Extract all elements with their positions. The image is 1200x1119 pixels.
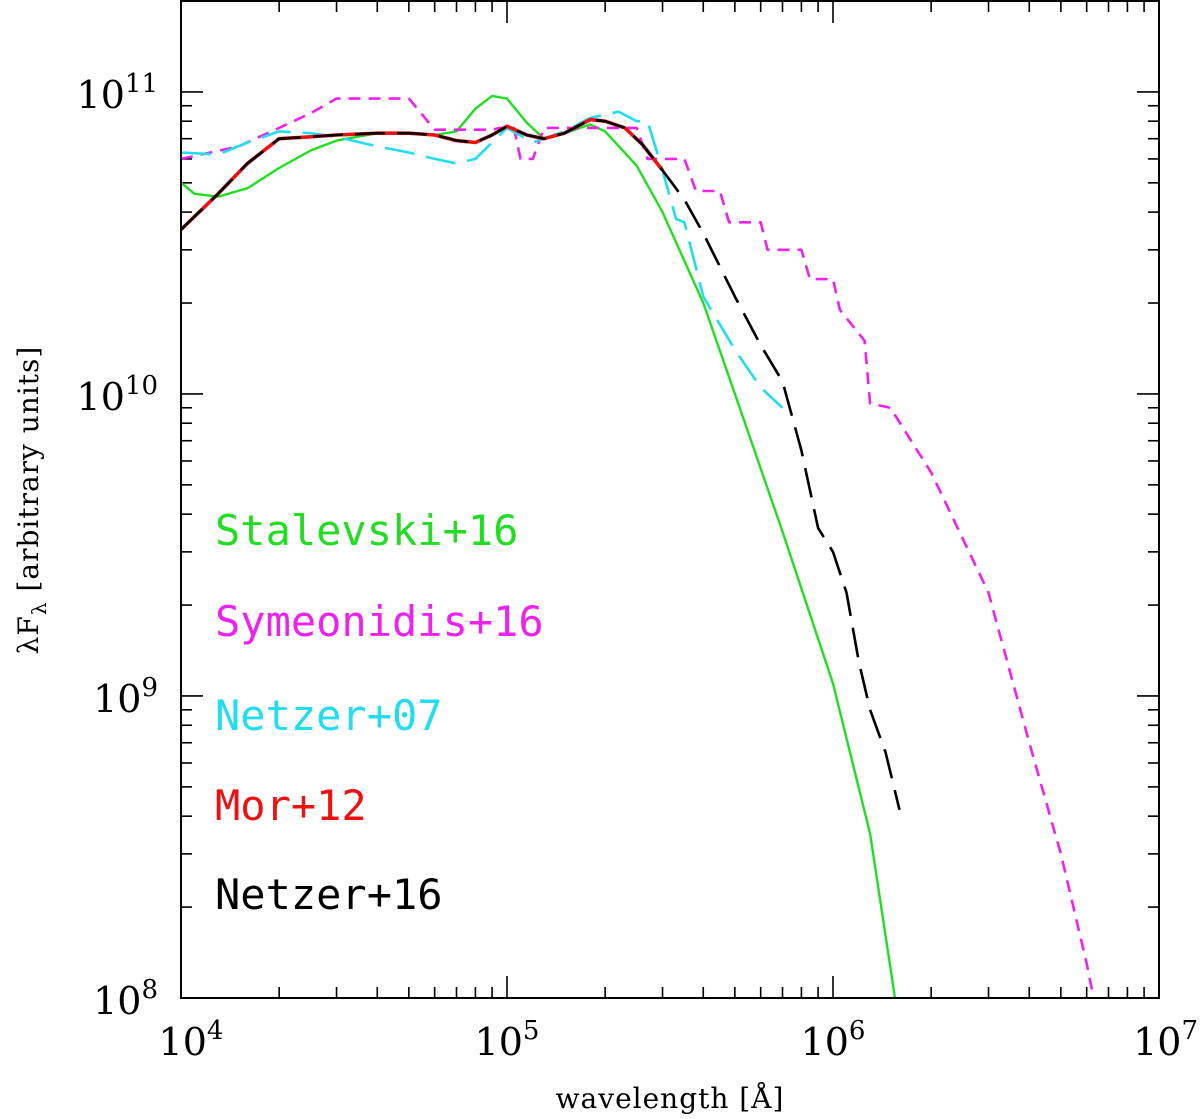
y-axis-title-main: λF — [12, 615, 45, 654]
legend-entry-stalevski-16: Stalevski+16 — [215, 506, 518, 555]
series-netzer-07-line — [181, 110, 784, 409]
legend: Stalevski+16 Symeonidis+16 Netzer+07 Mor+12… — [215, 506, 544, 919]
legend-entry-symeonidis-16: Symeonidis+16 — [215, 597, 544, 646]
x-axis-title: wavelength [Å] — [556, 1082, 785, 1115]
y-axis-title-sub: λ — [27, 601, 51, 615]
series-netzer-16-line — [181, 118, 901, 811]
series-stalevski-16-line — [181, 94, 897, 998]
x-tick-label: 106 — [801, 1016, 866, 1064]
y-axis-title-rest: [arbitrary units] — [12, 346, 45, 602]
y-tick-label: 108 — [93, 975, 158, 1023]
tick-labels: 104 105 106 107 108 109 1010 1011 — [77, 69, 1198, 1064]
y-tick-label: 109 — [93, 673, 158, 721]
x-tick-label: 105 — [475, 1016, 540, 1064]
series-group — [181, 94, 1095, 998]
legend-entry-netzer-07: Netzer+07 — [215, 691, 443, 740]
x-tick-label: 107 — [1133, 1016, 1198, 1064]
legend-entry-mor-12: Mor+12 — [215, 781, 367, 830]
y-axis-title: λFλ [arbitrary units] — [12, 346, 51, 655]
y-tick-label: 1011 — [77, 69, 158, 117]
x-tick-label: 104 — [159, 1016, 224, 1064]
y-tick-label: 1010 — [77, 371, 158, 419]
series-symeonidis-16-line — [181, 97, 1095, 998]
legend-entry-netzer-16: Netzer+16 — [215, 870, 443, 919]
plot-frame — [180, 0, 1160, 999]
